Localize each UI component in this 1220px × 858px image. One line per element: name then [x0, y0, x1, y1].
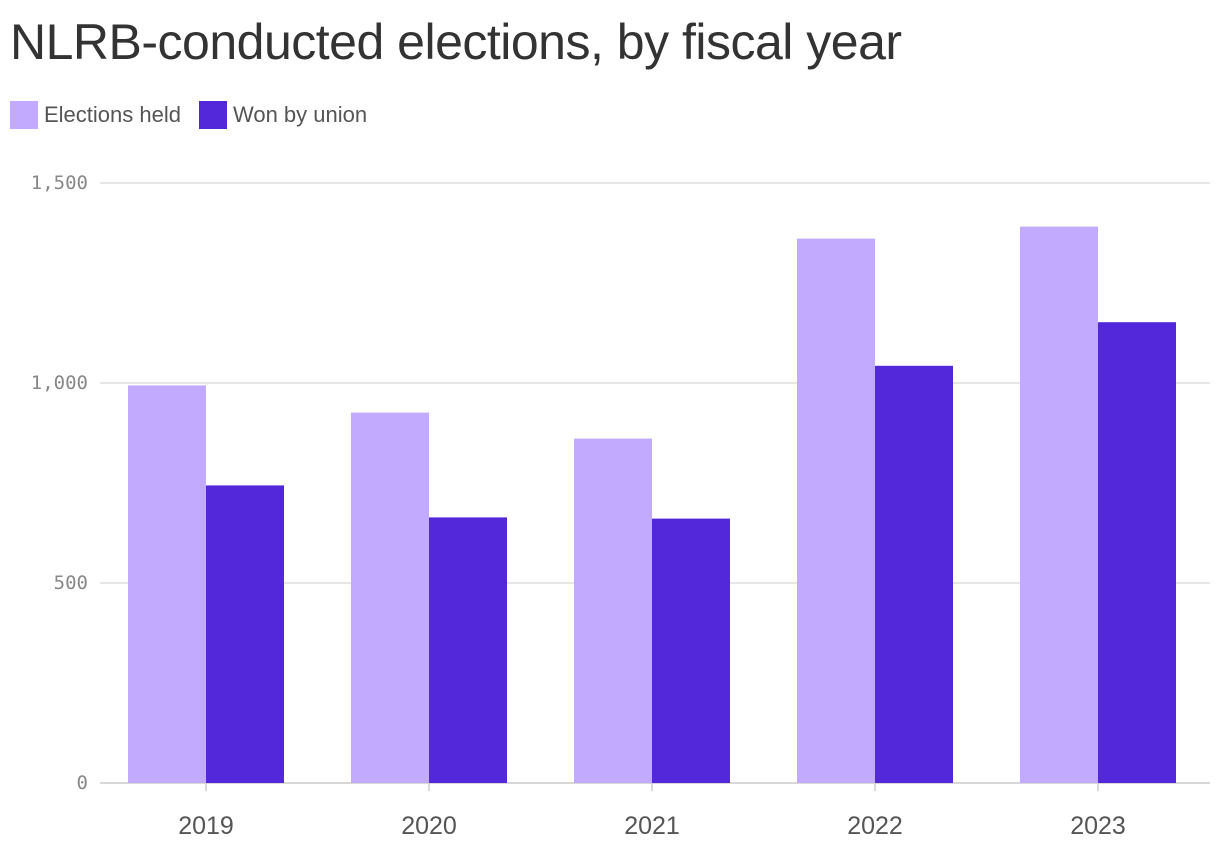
- legend-item-elections-held: Elections held: [10, 101, 181, 129]
- legend-label-elections-held: Elections held: [44, 102, 181, 127]
- bar-elections-held-2020: [351, 412, 429, 783]
- bar-elections-held-2023: [1020, 226, 1098, 784]
- y-tick-label: 1,500: [31, 172, 88, 194]
- x-tick-label: 2022: [847, 812, 903, 840]
- y-tick-label: 500: [54, 572, 88, 594]
- legend-label-won-by-union: Won by union: [232, 102, 368, 127]
- bar-won-by-union-2020: [429, 517, 507, 783]
- bar-won-by-union-2022: [875, 365, 953, 783]
- legend-item-won-by-union: Won by union: [198, 101, 368, 129]
- bar-won-by-union-2021: [652, 518, 730, 783]
- x-tick-label: 2023: [1070, 812, 1126, 840]
- legend-swatch-elections-held: [10, 101, 38, 129]
- bar-won-by-union-2019: [206, 485, 284, 783]
- chart-legend: Elections held Won by union: [10, 101, 367, 129]
- x-tick-label: 2019: [178, 812, 234, 840]
- y-tick-label: 1,000: [31, 372, 88, 394]
- bar-elections-held-2019: [128, 385, 206, 783]
- x-axis-ticks: 2019 2020 2021 2022 2023: [178, 783, 1126, 840]
- legend-swatch-won-by-union: [198, 101, 227, 129]
- bars: [128, 226, 1176, 784]
- bar-won-by-union-2023: [1098, 322, 1176, 783]
- bar-elections-held-2022: [797, 238, 875, 784]
- y-axis-ticks: 0 500 1,000 1,500: [31, 172, 88, 794]
- y-tick-label: 0: [77, 772, 88, 794]
- x-tick-label: 2021: [624, 812, 680, 840]
- bar-elections-held-2021: [574, 438, 652, 783]
- chart-title: NLRB-conducted elections, by fiscal year: [10, 14, 902, 70]
- x-tick-label: 2020: [401, 812, 457, 840]
